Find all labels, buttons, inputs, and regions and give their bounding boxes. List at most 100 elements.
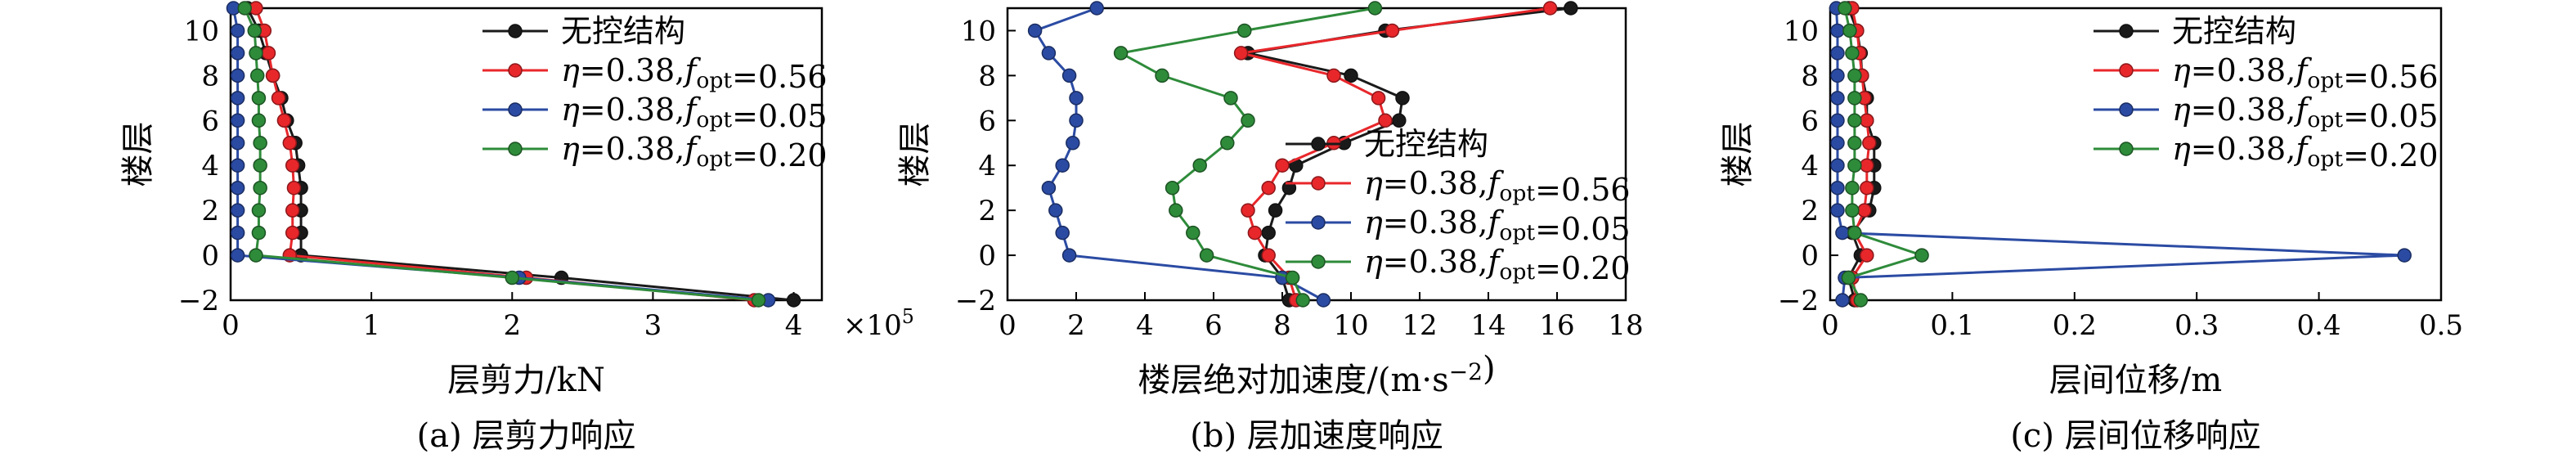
data-point-red <box>1326 68 1341 83</box>
data-point-blue <box>1027 23 1043 38</box>
y-tick-label: 2 <box>1801 195 1819 227</box>
x-tick-label: 3 <box>644 309 662 342</box>
x-tick-label: 0 <box>222 309 240 342</box>
data-point-red <box>1233 46 1249 61</box>
data-point-red <box>1371 91 1386 106</box>
y-tick-label: 2 <box>201 195 219 227</box>
data-point-green <box>251 113 267 128</box>
data-point-blue <box>1830 46 1845 61</box>
data-point-red <box>271 91 286 106</box>
data-point-black <box>1281 180 1297 196</box>
data-point-red <box>1261 180 1276 196</box>
data-point-green <box>1223 91 1238 106</box>
x-tick-label: 2 <box>1067 309 1085 342</box>
legend-marker-green <box>508 142 523 156</box>
data-point-red <box>1378 113 1393 128</box>
data-point-green <box>1237 23 1252 38</box>
legend-label: η=0.38,fopt=0.20 <box>1364 244 1631 286</box>
x-axis-label: 层剪力/kN <box>447 362 605 399</box>
data-point-red <box>1384 23 1400 38</box>
x-tick-label: 0.2 <box>2053 309 2097 342</box>
data-point-blue <box>230 23 245 38</box>
data-point-red <box>261 46 276 61</box>
y-tick-label: 0 <box>978 240 996 272</box>
data-point-blue <box>1061 68 1077 83</box>
data-point-green <box>1165 180 1180 196</box>
y-tick-label: 8 <box>978 60 996 92</box>
x-tick-label: 0 <box>999 309 1016 342</box>
data-point-blue <box>1835 293 1850 308</box>
y-tick-label: 8 <box>201 60 219 92</box>
legend-marker-blue <box>2119 102 2134 117</box>
data-point-red <box>285 203 300 218</box>
data-point-green <box>251 203 267 218</box>
axes-frame <box>229 7 824 302</box>
data-point-green <box>1186 225 1200 240</box>
data-point-red <box>285 158 300 173</box>
y-tick-label: 6 <box>201 105 219 137</box>
legend: 无控结构η=0.38,fopt=0.56η=0.38,fopt=0.05η=0.… <box>1286 126 1631 286</box>
x-tick-label: 12 <box>1402 309 1437 342</box>
data-point-green <box>1842 23 1857 38</box>
legend: 无控结构η=0.38,fopt=0.56η=0.38,fopt=0.05η=0.… <box>2094 13 2439 173</box>
data-point-green <box>1295 293 1310 308</box>
data-point-green <box>1220 136 1235 151</box>
data-point-green <box>1845 180 1860 196</box>
legend: 无控结构η=0.38,fopt=0.56η=0.38,fopt=0.05η=0.… <box>482 13 828 173</box>
data-point-green <box>253 158 267 173</box>
data-point-red <box>1247 225 1263 240</box>
data-point-green <box>1192 158 1207 173</box>
data-point-green <box>249 46 263 61</box>
data-point-red <box>282 136 298 151</box>
x-tick-label: 4 <box>785 309 803 342</box>
data-point-blue <box>230 225 245 240</box>
x-axis-label: 楼层绝对加速度/(m·s−2) <box>1138 350 1495 399</box>
y-tick-label: 10 <box>184 15 219 47</box>
data-point-blue <box>1830 23 1845 38</box>
legend-label: η=0.38,fopt=0.56 <box>2172 52 2439 95</box>
data-point-blue <box>1830 68 1845 83</box>
data-point-green <box>1199 248 1214 263</box>
x-tick-label: 4 <box>1136 309 1154 342</box>
data-point-green <box>247 23 263 38</box>
data-point-red <box>276 113 292 128</box>
data-point-green <box>1155 68 1169 83</box>
y-tick-label: 10 <box>961 15 996 47</box>
data-point-black <box>1564 1 1578 16</box>
x-tick-label: 0.5 <box>2419 309 2463 342</box>
x-tick-label: 10 <box>1333 309 1368 342</box>
data-point-green <box>1847 68 1862 83</box>
y-axis-label: 楼层 <box>119 122 157 187</box>
y-tick-label: −2 <box>955 285 996 317</box>
legend-label: η=0.38,fopt=0.20 <box>561 131 828 173</box>
data-point-green <box>253 136 267 151</box>
legend-label: η=0.38,fopt=0.05 <box>1364 205 1631 247</box>
data-point-black <box>1261 225 1276 240</box>
x-tick-label: 18 <box>1608 309 1643 342</box>
legend-marker-red <box>2119 63 2134 78</box>
y-tick-label: 2 <box>978 195 996 227</box>
data-point-green <box>237 1 252 16</box>
data-point-green <box>1847 136 1862 151</box>
data-point-black <box>786 293 801 308</box>
data-point-green <box>1914 248 1929 263</box>
data-point-blue <box>1041 46 1057 61</box>
data-point-red <box>1860 113 1874 128</box>
x-tick-label: 1 <box>362 309 380 342</box>
legend-marker-red <box>508 63 523 78</box>
legend-marker-black <box>508 24 523 38</box>
x-tick-label: 8 <box>1273 309 1291 342</box>
x-tick-label: 0.4 <box>2297 309 2341 342</box>
data-point-red <box>1857 203 1872 218</box>
x-tick-label: 0.1 <box>1930 309 1974 342</box>
data-point-green <box>751 293 766 308</box>
data-point-blue <box>230 46 245 61</box>
x-tick-label: 16 <box>1539 309 1574 342</box>
data-point-blue <box>230 68 245 83</box>
panel-caption: (b) 层加速度响应 <box>1190 417 1443 455</box>
x-multiplier: ×105 <box>843 305 914 342</box>
legend-label: η=0.38,fopt=0.05 <box>2172 92 2439 134</box>
data-point-blue <box>230 248 245 263</box>
y-axis-label: 楼层 <box>1719 122 1757 187</box>
